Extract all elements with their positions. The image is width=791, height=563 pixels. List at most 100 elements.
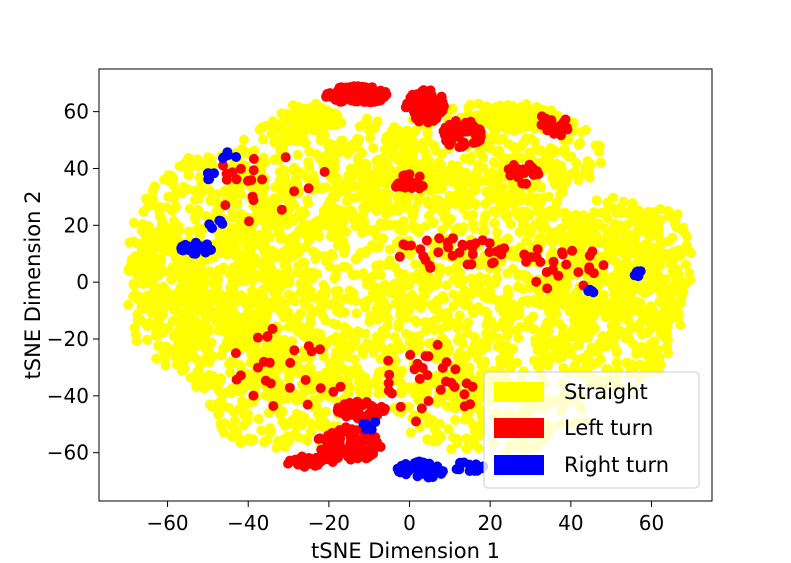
data-point: [587, 325, 598, 336]
data-point: [503, 191, 514, 201]
data-point: [241, 378, 252, 389]
data-point: [450, 414, 460, 425]
data-point: [207, 223, 218, 234]
data-point: [283, 289, 294, 300]
data-point: [374, 94, 385, 105]
data-point: [322, 437, 333, 448]
data-point: [258, 134, 269, 145]
data-point: [468, 218, 478, 229]
data-point: [262, 434, 273, 445]
data-point: [200, 287, 211, 298]
x-axis-ticks: −60 −40 −20 0 20 40 60: [146, 501, 664, 535]
data-point: [188, 248, 199, 259]
data-point: [584, 306, 595, 317]
data-point: [312, 117, 323, 128]
data-point: [678, 286, 689, 297]
data-point: [614, 220, 625, 231]
data-point: [335, 381, 346, 392]
data-point: [320, 315, 331, 326]
data-point: [294, 246, 305, 257]
data-point: [585, 234, 596, 245]
data-point: [306, 267, 317, 278]
data-point: [233, 333, 244, 344]
data-point: [352, 96, 363, 107]
data-point: [606, 320, 617, 331]
data-point: [144, 226, 155, 237]
data-point: [432, 183, 443, 194]
data-point: [505, 300, 516, 311]
data-point: [240, 328, 251, 339]
data-point: [480, 199, 491, 209]
data-point: [397, 226, 408, 236]
data-point: [647, 248, 658, 259]
data-point: [342, 352, 353, 362]
data-point: [263, 344, 274, 355]
data-point: [470, 238, 481, 249]
data-point: [147, 195, 158, 206]
data-point: [315, 297, 326, 308]
data-point: [460, 178, 471, 189]
data-point: [423, 351, 434, 362]
data-point: [678, 226, 689, 237]
data-point: [307, 384, 318, 395]
data-point: [478, 359, 489, 370]
data-point: [663, 312, 674, 323]
data-point: [316, 288, 327, 299]
data-point: [292, 178, 303, 189]
data-point: [474, 126, 485, 136]
data-point: [217, 313, 228, 324]
data-point: [607, 192, 618, 203]
data-point: [444, 119, 455, 130]
data-point: [633, 284, 644, 295]
data-point: [470, 286, 481, 297]
data-point: [338, 261, 349, 272]
data-point: [548, 128, 559, 139]
data-point: [279, 312, 290, 323]
data-point: [333, 406, 344, 417]
data-point: [562, 171, 573, 182]
data-point: [268, 401, 279, 411]
data-point: [572, 211, 583, 222]
data-point: [652, 258, 663, 269]
data-point: [401, 328, 412, 339]
data-point: [215, 232, 226, 243]
data-point: [448, 301, 459, 311]
data-point: [402, 298, 413, 309]
data-point: [131, 269, 142, 280]
data-point: [292, 149, 303, 160]
data-point: [190, 212, 200, 223]
data-point: [395, 401, 406, 412]
data-point: [176, 329, 187, 340]
data-point: [448, 289, 459, 300]
data-point: [394, 251, 405, 262]
data-point: [591, 195, 602, 206]
data-point: [305, 458, 316, 469]
data-point: [619, 234, 630, 245]
data-point: [280, 152, 291, 163]
data-point: [398, 310, 409, 321]
data-point: [274, 166, 285, 177]
data-point: [501, 153, 512, 164]
data-point: [595, 157, 606, 168]
data-point: [507, 245, 518, 256]
data-point: [225, 356, 236, 367]
data-point: [535, 182, 546, 193]
data-point: [138, 206, 149, 217]
data-point: [667, 267, 678, 278]
data-point: [510, 205, 521, 216]
data-point: [423, 460, 434, 471]
data-point: [492, 227, 503, 238]
data-point: [457, 239, 468, 250]
legend: Straight Left turn Right turn: [483, 371, 700, 489]
data-point: [532, 244, 543, 255]
data-point: [484, 247, 495, 258]
data-point: [573, 340, 584, 351]
data-point: [305, 418, 316, 429]
data-point: [350, 337, 361, 348]
data-point: [654, 233, 665, 244]
data-point: [304, 362, 314, 373]
data-point: [660, 274, 671, 285]
data-point: [189, 351, 200, 362]
series-left-turn: [218, 81, 609, 472]
data-point: [466, 259, 477, 270]
